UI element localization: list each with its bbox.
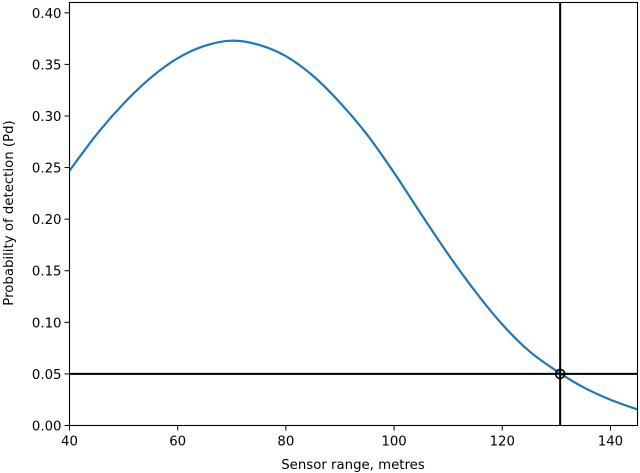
x-axis-ticks: 40 60 80 100 120 140 <box>61 425 623 450</box>
x-tick-label: 120 <box>490 435 515 450</box>
y-tick-label: 0.20 <box>32 213 62 228</box>
y-tick-label: 0.10 <box>32 316 62 331</box>
y-tick-label: 0.15 <box>32 265 62 280</box>
x-tick-label: 140 <box>598 435 623 450</box>
y-axis-label: Probability of detection (Pd) <box>2 120 17 305</box>
y-axis-ticks: 0.00 0.05 0.10 0.15 0.20 0.25 0.30 0.35 0.40 <box>32 7 70 435</box>
y-tick-label: 0.30 <box>32 110 62 125</box>
axes-frame <box>68 1 639 427</box>
reference-lines <box>69 2 638 426</box>
x-tick-label: 80 <box>277 435 294 450</box>
pd-line <box>69 39 638 411</box>
y-tick-label: 0.00 <box>32 420 62 435</box>
x-tick-label: 60 <box>169 435 186 450</box>
y-tick-label: 0.35 <box>32 58 62 73</box>
x-axis-label: Sensor range, metres <box>281 458 425 473</box>
y-tick-label: 0.25 <box>32 162 62 177</box>
y-tick-label: 0.05 <box>32 368 62 383</box>
x-tick-label: 40 <box>61 435 78 450</box>
pd-curve <box>69 39 638 411</box>
y-tick-label: 0.40 <box>32 7 62 22</box>
intersection-marker <box>554 368 566 380</box>
x-tick-label: 100 <box>381 435 406 450</box>
